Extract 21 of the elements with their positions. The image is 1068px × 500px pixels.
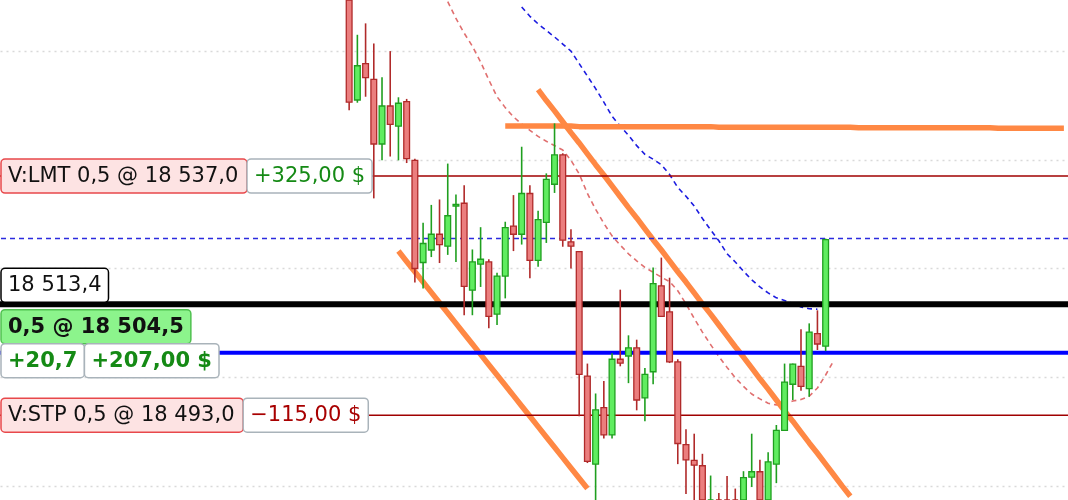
ref-line-label: V:LMT 0,5 @ 18 537,0 <box>8 163 239 188</box>
candlestick <box>616 288 624 368</box>
candlestick <box>813 309 821 351</box>
candlestick <box>624 334 632 384</box>
candlestick <box>386 50 394 158</box>
annotation: +207,00 $ <box>91 347 212 372</box>
ref-line-label: V:STP 0,5 @ 18 493,0 <box>8 402 235 427</box>
candlestick <box>362 22 370 98</box>
candlestick <box>394 96 402 162</box>
candlestick <box>452 193 460 263</box>
candlestick <box>567 228 575 270</box>
ref-line-label: 18 513,4 <box>8 272 102 297</box>
candlestick <box>509 194 517 252</box>
candlestick <box>682 428 690 495</box>
annotation: +20,7 <box>8 347 78 372</box>
annotation: −115,00 $ <box>250 402 362 427</box>
candlestick <box>436 198 444 264</box>
annotation: +325,00 $ <box>254 163 366 188</box>
ref-line-label: 0,5 @ 18 504,5 <box>8 313 184 338</box>
candlestick <box>797 328 805 392</box>
candlestick <box>641 367 649 422</box>
